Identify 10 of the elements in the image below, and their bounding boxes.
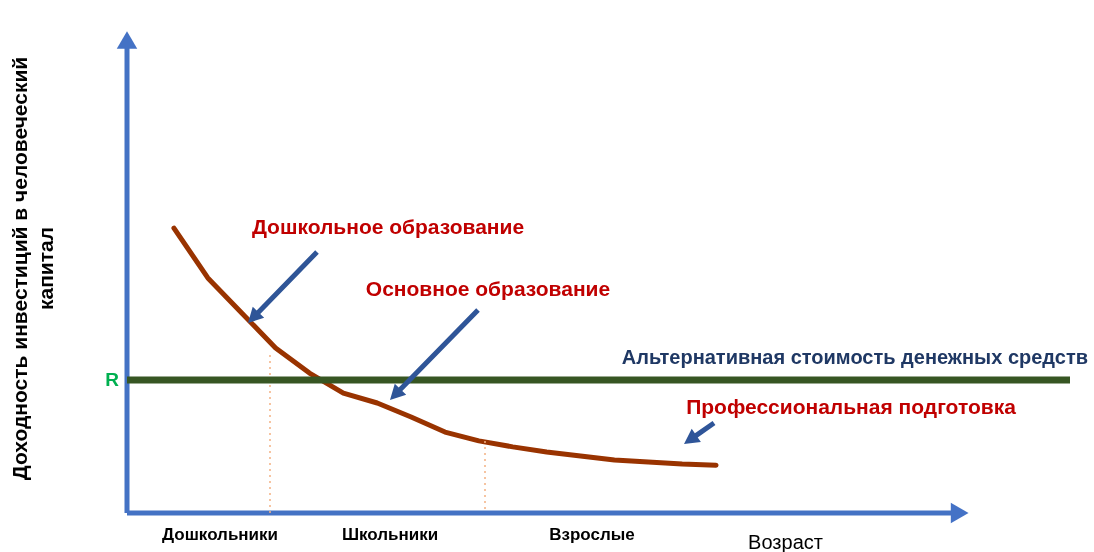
text: Взрослые	[549, 525, 635, 544]
annotation: Дошкольное образование	[251, 215, 525, 238]
ref-line-label: Альтернативная стоимость денежных средств	[621, 345, 1088, 368]
text: Дошкольники	[161, 525, 279, 544]
text: R	[105, 369, 120, 390]
annotation: Профессиональная подготовка	[686, 395, 1017, 418]
annotation: Основное образование	[365, 277, 611, 300]
y-axis-title: Доходность инвестиций в человеческий капитал	[7, 56, 57, 481]
text: Школьники	[341, 525, 439, 544]
x-axis-title: Возраст	[748, 530, 823, 552]
